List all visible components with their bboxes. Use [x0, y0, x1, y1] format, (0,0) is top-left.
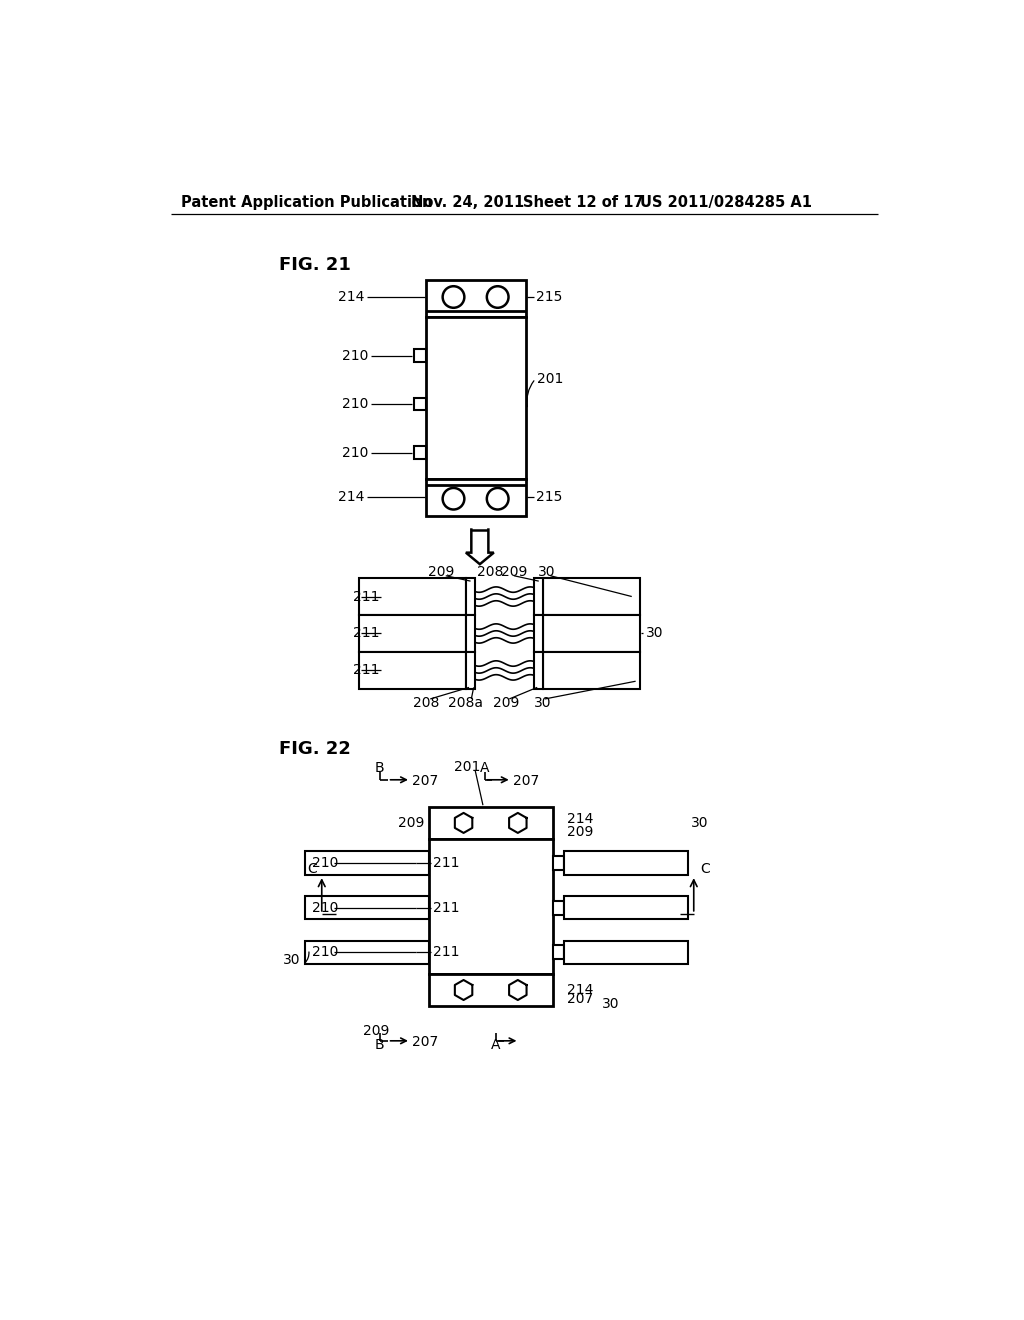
Text: 207: 207	[413, 775, 438, 788]
Text: Nov. 24, 2011: Nov. 24, 2011	[411, 195, 524, 210]
Text: A: A	[480, 762, 489, 775]
Bar	[414, 397, 426, 411]
Bar	[359, 652, 466, 689]
Bar	[544, 615, 640, 652]
Text: 215: 215	[536, 290, 562, 304]
Text: 210: 210	[342, 397, 369, 411]
Bar	[359, 615, 466, 652]
Text: 30: 30	[534, 696, 551, 710]
Bar	[418, 945, 429, 960]
Bar	[429, 974, 553, 1006]
Text: C: C	[307, 862, 317, 876]
Text: Sheet 12 of 17: Sheet 12 of 17	[523, 195, 644, 210]
Text: 211: 211	[432, 900, 459, 915]
Bar	[553, 945, 563, 960]
Text: 30: 30	[538, 565, 555, 579]
Bar	[563, 896, 687, 919]
Bar	[553, 900, 563, 915]
Text: B: B	[375, 1038, 385, 1052]
Bar	[563, 941, 687, 964]
Text: 201: 201	[455, 760, 480, 774]
Text: 209: 209	[501, 565, 527, 579]
Text: B: B	[375, 762, 385, 775]
Text: 207: 207	[413, 1035, 438, 1049]
Text: A: A	[492, 1038, 501, 1052]
Bar	[418, 900, 429, 915]
Text: 207: 207	[513, 775, 540, 788]
Bar	[563, 851, 687, 875]
Bar	[414, 446, 426, 459]
Bar	[535, 615, 544, 652]
Text: 207: 207	[567, 993, 594, 1006]
Text: 30: 30	[284, 953, 301, 968]
Text: 211: 211	[353, 590, 380, 603]
Text: 30: 30	[646, 627, 664, 640]
Bar	[544, 652, 640, 689]
Circle shape	[486, 488, 509, 510]
Text: 209: 209	[567, 825, 594, 840]
Text: 210: 210	[342, 348, 369, 363]
Circle shape	[442, 286, 464, 308]
Text: 209: 209	[428, 565, 455, 579]
Text: US 2011/0284285 A1: US 2011/0284285 A1	[640, 195, 811, 210]
Text: Patent Application Publication: Patent Application Publication	[180, 195, 432, 210]
Bar	[535, 578, 544, 615]
Bar	[305, 941, 429, 964]
Text: 201: 201	[538, 372, 563, 385]
Text: 30: 30	[602, 997, 620, 1011]
Text: 208a: 208a	[447, 696, 482, 710]
Text: 214: 214	[338, 490, 365, 504]
Bar	[553, 857, 563, 870]
Text: FIG. 21: FIG. 21	[280, 256, 351, 273]
Bar	[414, 350, 426, 362]
Bar	[466, 578, 475, 615]
Bar	[466, 652, 475, 689]
Text: 211: 211	[353, 627, 380, 640]
Bar	[429, 840, 553, 974]
Text: 210: 210	[342, 446, 369, 459]
Bar	[418, 857, 429, 870]
Bar	[466, 615, 475, 652]
Text: 209: 209	[398, 816, 425, 830]
Circle shape	[486, 286, 509, 308]
Text: 214: 214	[338, 290, 365, 304]
Text: 210: 210	[312, 855, 339, 870]
Text: 210: 210	[312, 945, 339, 960]
Text: 208: 208	[414, 696, 439, 710]
Text: 30: 30	[691, 816, 709, 830]
Text: 214: 214	[567, 983, 594, 997]
Polygon shape	[509, 979, 526, 1001]
Bar	[426, 280, 525, 317]
Text: 209: 209	[493, 696, 519, 710]
Bar	[544, 578, 640, 615]
Text: 211: 211	[353, 664, 380, 677]
Text: 211: 211	[432, 855, 459, 870]
Bar	[359, 578, 466, 615]
Bar	[426, 479, 525, 516]
Bar	[305, 896, 429, 919]
Text: 211: 211	[432, 945, 459, 960]
Text: C: C	[700, 862, 710, 876]
Polygon shape	[455, 813, 472, 833]
Text: 208: 208	[477, 565, 503, 579]
Bar	[426, 317, 525, 479]
Text: FIG. 22: FIG. 22	[280, 741, 351, 758]
Polygon shape	[509, 813, 526, 833]
Text: 210: 210	[312, 900, 339, 915]
Text: 209: 209	[362, 1024, 389, 1038]
Text: 215: 215	[536, 490, 562, 504]
Bar	[305, 851, 429, 875]
Bar	[429, 807, 553, 840]
Bar	[535, 652, 544, 689]
Polygon shape	[455, 979, 472, 1001]
Circle shape	[442, 488, 464, 510]
Text: 214: 214	[567, 812, 594, 826]
